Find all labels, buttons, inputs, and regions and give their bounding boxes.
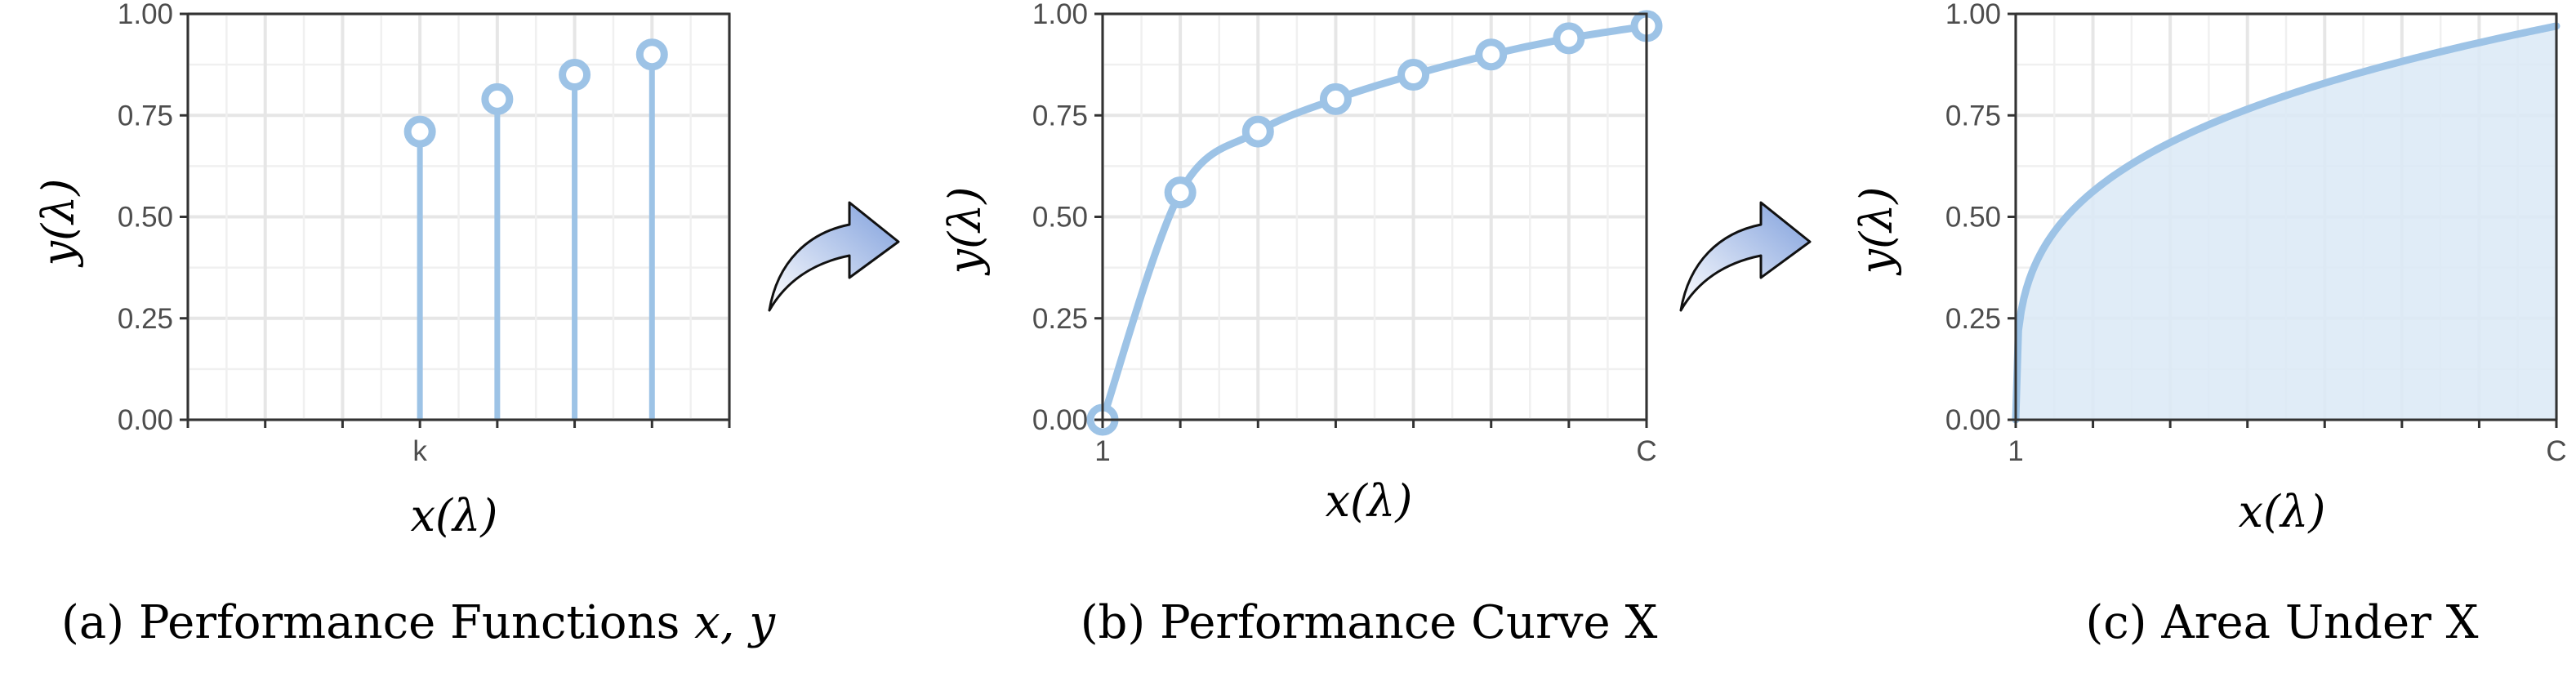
data-point [1319,82,1352,115]
x-tick-label: C [2546,435,2566,467]
y-tick-label: 0.50 [1945,202,2001,234]
y-tick-label: 0.50 [1032,202,1088,234]
y-tick-label: 1.00 [1945,0,2001,30]
panel-a-caption: (a) Performance Functions x, y [61,596,776,649]
data-point [403,115,436,148]
panel-a-ylabel: y(λ) [33,179,84,268]
x-tick-label: C [1636,435,1656,467]
panel-c-caption: (c) Area Under X [2085,596,2478,649]
x-tick-label: k [412,435,427,467]
data-point [635,38,668,71]
x-tick-label: 1 [1094,435,1110,467]
y-tick-label: 0.00 [1945,404,2001,436]
panel-c-axes: 0.00 0.25 0.50 0.75 1.00 1 C [1945,0,2567,467]
panel-a-caption-math: x, y [694,596,776,649]
panel-b-grid [1101,12,1648,421]
arrow-b-to-c-icon [1679,201,1812,312]
data-point [1241,115,1274,148]
data-point [1164,176,1197,209]
y-tick-label: 0.75 [1945,100,2001,131]
panel-c-ylabel: y(λ) [1851,187,1902,276]
panel-b-caption: (b) Performance Curve X [1081,596,1658,649]
data-point [1553,22,1585,55]
panel-a-marks [403,38,668,420]
y-tick-label: 0.75 [118,100,173,131]
y-tick-label: 0.25 [1032,303,1088,335]
y-tick-label: 0.25 [1945,303,2001,335]
data-point [481,82,514,115]
panel-a-axes: 0.00 0.25 0.50 0.75 1.00 k [118,0,731,467]
panel-b-ylabel: y(λ) [939,187,991,276]
panel-b-axes: 0.00 0.25 0.50 0.75 1.00 1 C [1032,0,1657,467]
panel-a-grid [186,12,731,421]
y-tick-label: 0.00 [1032,404,1088,436]
x-tick-label: 1 [2008,435,2023,467]
area-fill [2016,25,2556,420]
data-point [559,59,591,91]
y-tick-label: 1.00 [1032,0,1088,30]
panel-b-xlabel: x(λ) [1326,475,1413,527]
arrow-a-to-b-icon [768,201,900,312]
panel-c-xlabel: x(λ) [2239,486,2326,537]
panel-a-xlabel: x(λ) [411,490,498,541]
y-tick-label: 1.00 [118,0,173,30]
panel-a-caption-prefix: (a) Performance Functions [61,596,694,649]
panel-c: 0.00 0.25 0.50 0.75 1.00 1 C x(λ) y(λ) (c) Are… [1851,0,2567,649]
data-point [1397,59,1430,91]
y-tick-label: 0.00 [118,404,173,436]
y-tick-label: 0.50 [118,202,173,234]
panel-b: 0.00 0.25 0.50 0.75 1.00 1 C x(λ) y(λ) (b) Per… [939,0,1663,649]
y-tick-label: 0.75 [1032,100,1088,131]
data-point [1475,38,1508,71]
panel-c-marks [2012,22,2560,424]
panel-a: 0.00 0.25 0.50 0.75 1.00 k x(λ) y(λ) (a) Perf… [33,0,776,649]
series-line [2012,22,2560,424]
y-tick-label: 0.25 [118,303,173,335]
